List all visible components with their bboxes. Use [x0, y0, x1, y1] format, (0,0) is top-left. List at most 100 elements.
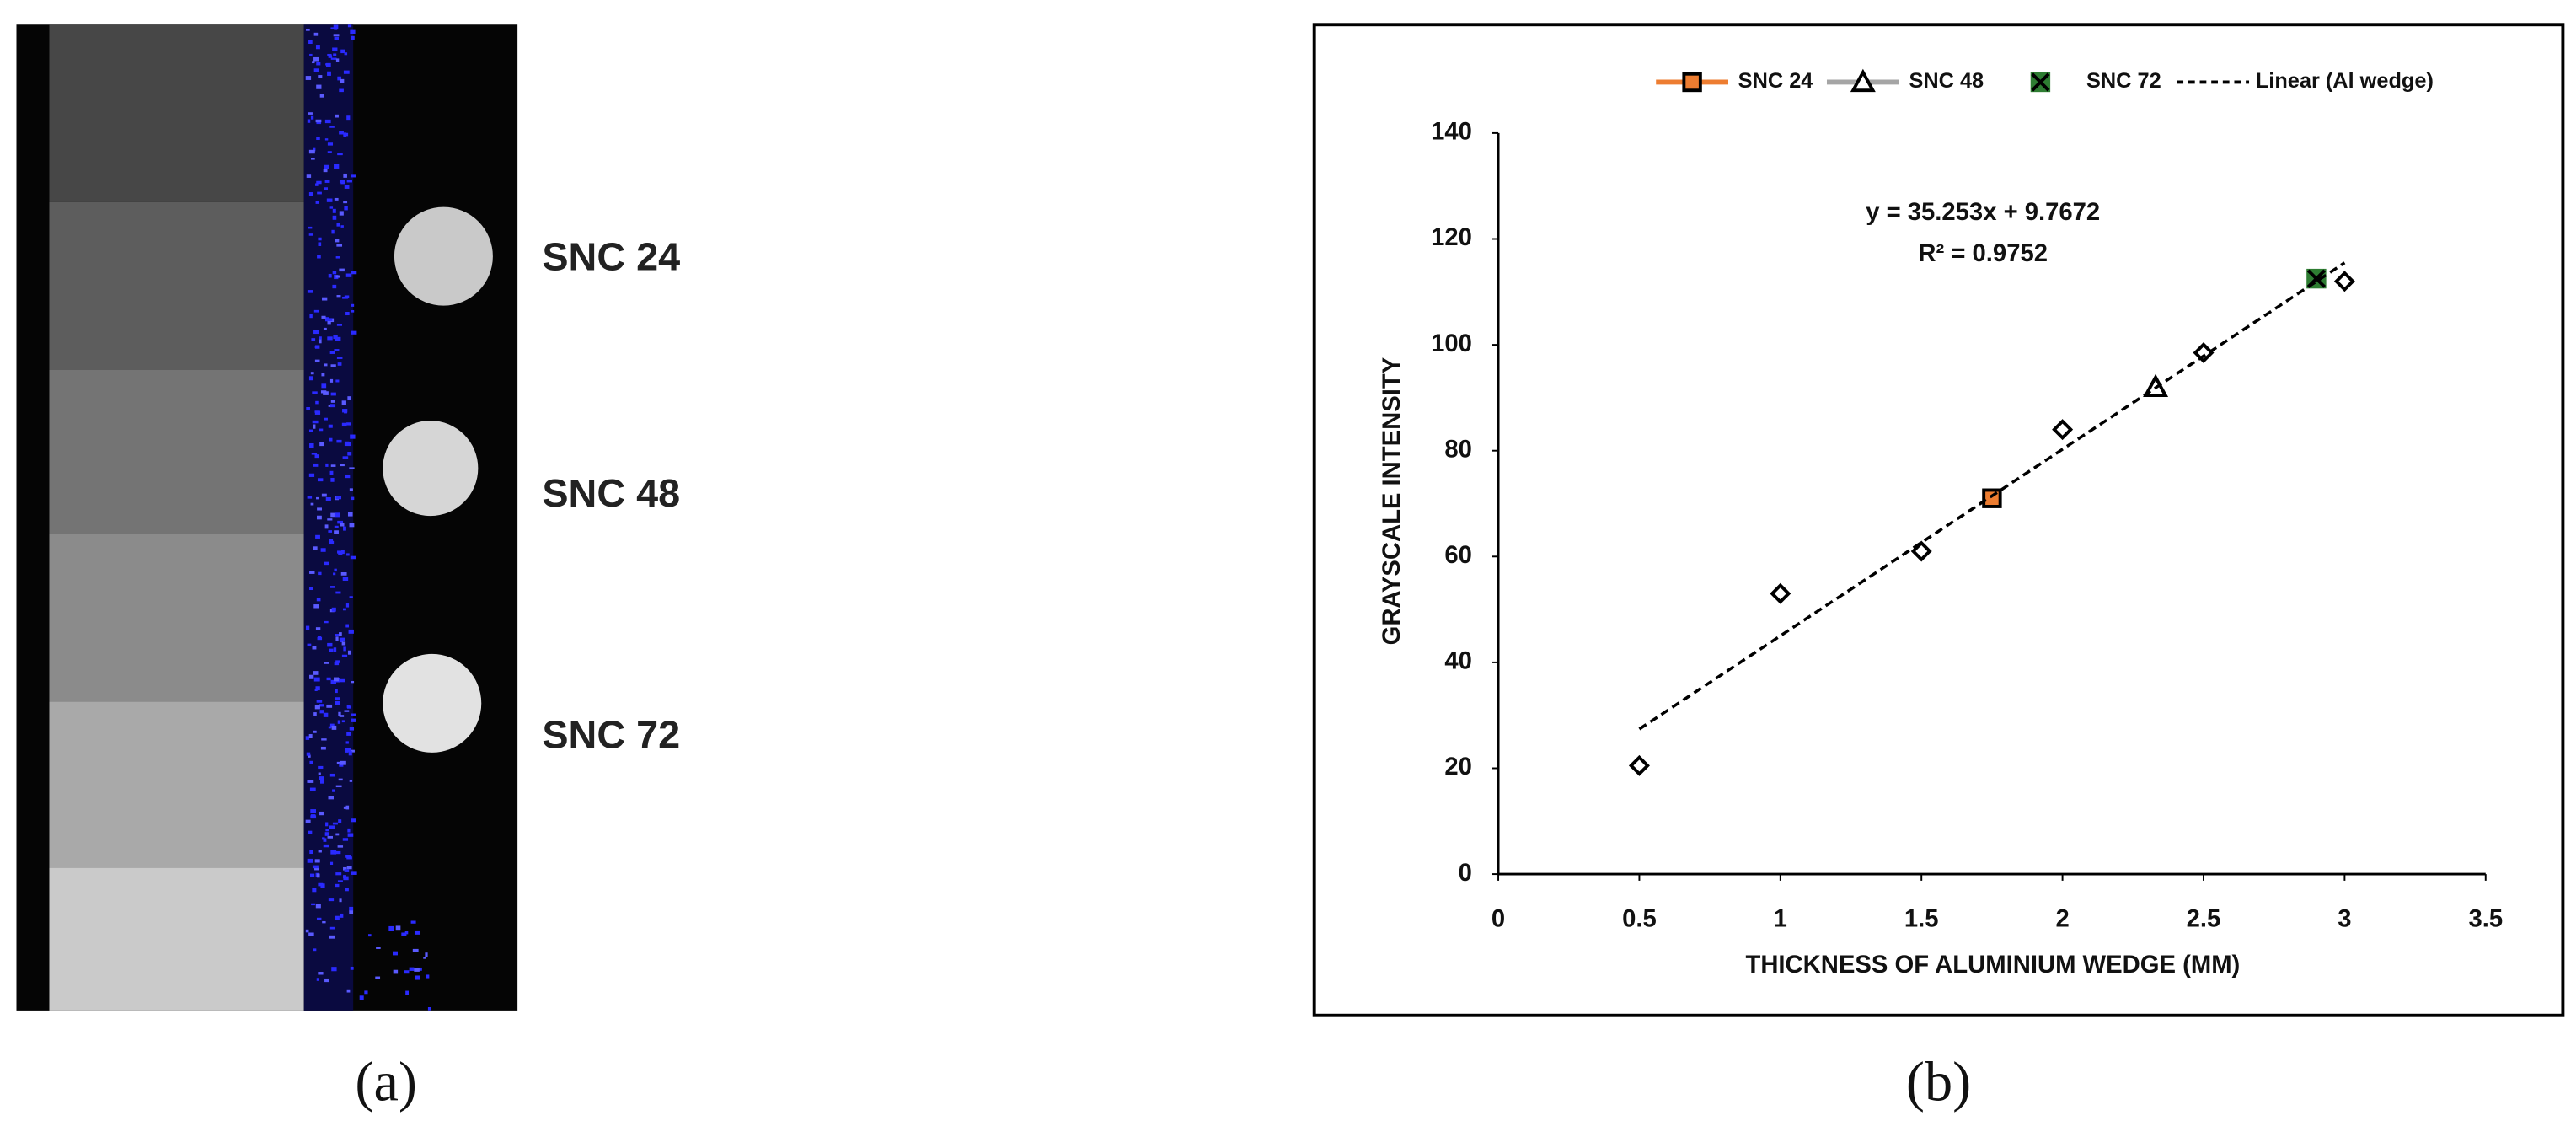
- noise-dot: [393, 951, 399, 956]
- noise-dot: [345, 625, 349, 628]
- noise-dot: [307, 780, 311, 783]
- noise-dot: [335, 114, 339, 118]
- noise-dot: [330, 586, 335, 588]
- noise-dot: [316, 598, 321, 602]
- noise-dot: [347, 452, 352, 456]
- noise-dot: [323, 169, 328, 173]
- noise-dot: [316, 61, 321, 66]
- noise-dot: [324, 832, 329, 836]
- noise-dot: [349, 467, 355, 469]
- noise-dot: [313, 948, 317, 952]
- noise-dot: [340, 638, 344, 643]
- noise-dot: [327, 336, 333, 341]
- noise-dot: [330, 679, 337, 684]
- noise-dot: [328, 405, 332, 407]
- noise-dot: [329, 540, 335, 545]
- noise-dot: [341, 550, 345, 555]
- noise-dot: [329, 351, 335, 354]
- marker: [1682, 72, 1702, 93]
- x-tick-label: 3.5: [2468, 905, 2503, 932]
- wedge-step: [49, 24, 304, 202]
- noise-dot: [327, 142, 334, 146]
- noise-dot: [324, 138, 329, 141]
- noise-dot: [342, 456, 349, 459]
- noise-dot: [329, 773, 335, 777]
- noise-dot: [343, 70, 350, 74]
- noise-dot: [316, 180, 322, 185]
- noise-dot: [309, 674, 314, 679]
- noise-dot: [307, 643, 312, 646]
- y-tick-label: 40: [1444, 648, 1472, 675]
- noise-dot: [319, 776, 324, 780]
- noise-dot: [415, 975, 420, 980]
- noise-dot: [335, 697, 340, 700]
- noise-dot: [323, 838, 327, 842]
- noise-dot: [328, 530, 333, 533]
- noise-dot: [330, 392, 336, 396]
- noise-dot: [324, 978, 329, 983]
- noise-dot: [334, 634, 340, 637]
- noise-dot: [335, 689, 338, 694]
- noise-dot: [345, 741, 349, 744]
- legend-label: SNC 24: [1738, 69, 1813, 93]
- noise-dot: [423, 957, 426, 959]
- noise-dot: [346, 705, 351, 709]
- noise-dot: [308, 112, 313, 115]
- noise-dot: [343, 875, 346, 879]
- noise-dot: [319, 811, 324, 816]
- sample-label: SNC 48: [542, 471, 680, 515]
- noise-dot: [329, 861, 334, 866]
- noise-dot: [315, 904, 321, 909]
- noise-dot: [349, 596, 353, 598]
- noise-dot: [343, 866, 347, 871]
- noise-dot: [351, 303, 355, 307]
- noise-dot: [324, 561, 329, 566]
- noise-dot: [323, 391, 329, 395]
- y-tick-label: 60: [1444, 542, 1472, 569]
- noise-dot: [350, 966, 354, 970]
- noise-dot: [340, 522, 345, 527]
- noise-dot: [344, 52, 348, 56]
- wedge-step: [49, 701, 304, 868]
- noise-dot: [324, 164, 329, 169]
- noise-dot: [351, 310, 355, 313]
- noise-dot: [336, 244, 343, 247]
- noise-dot: [330, 850, 337, 855]
- noise-dot: [344, 710, 350, 712]
- noise-dot: [315, 45, 320, 50]
- noise-dot: [337, 76, 342, 81]
- noise-dot: [307, 290, 313, 293]
- marker: [2030, 72, 2051, 93]
- noise-dot: [313, 68, 319, 72]
- noise-dot: [335, 239, 340, 243]
- noise-dot: [347, 24, 352, 28]
- noise-dot: [316, 700, 323, 703]
- noise-dot: [311, 338, 316, 341]
- noise-dot: [307, 119, 311, 123]
- noise-dot: [330, 364, 336, 367]
- noise-dot: [337, 845, 344, 848]
- noise-dot: [351, 713, 356, 716]
- noise-dot: [308, 754, 311, 758]
- sample-disc: [394, 206, 493, 306]
- noise-dot: [313, 32, 319, 36]
- noise-dot: [351, 818, 356, 823]
- noise-dot: [375, 976, 381, 979]
- noise-dot: [343, 132, 349, 137]
- noise-dot: [317, 255, 321, 259]
- noise-dot: [313, 56, 319, 62]
- noise-dot: [328, 55, 333, 58]
- noise-dot: [321, 383, 327, 389]
- noise-dot: [308, 192, 313, 196]
- wedge-step: [49, 201, 304, 370]
- noise-dot: [346, 855, 350, 859]
- x-tick-label: 2: [2055, 905, 2069, 932]
- noise-dot: [336, 223, 340, 227]
- noise-dot: [337, 880, 343, 882]
- noise-dot: [345, 805, 350, 810]
- noise-dot: [327, 53, 332, 56]
- noise-dot: [410, 920, 416, 924]
- noise-dot: [333, 34, 340, 37]
